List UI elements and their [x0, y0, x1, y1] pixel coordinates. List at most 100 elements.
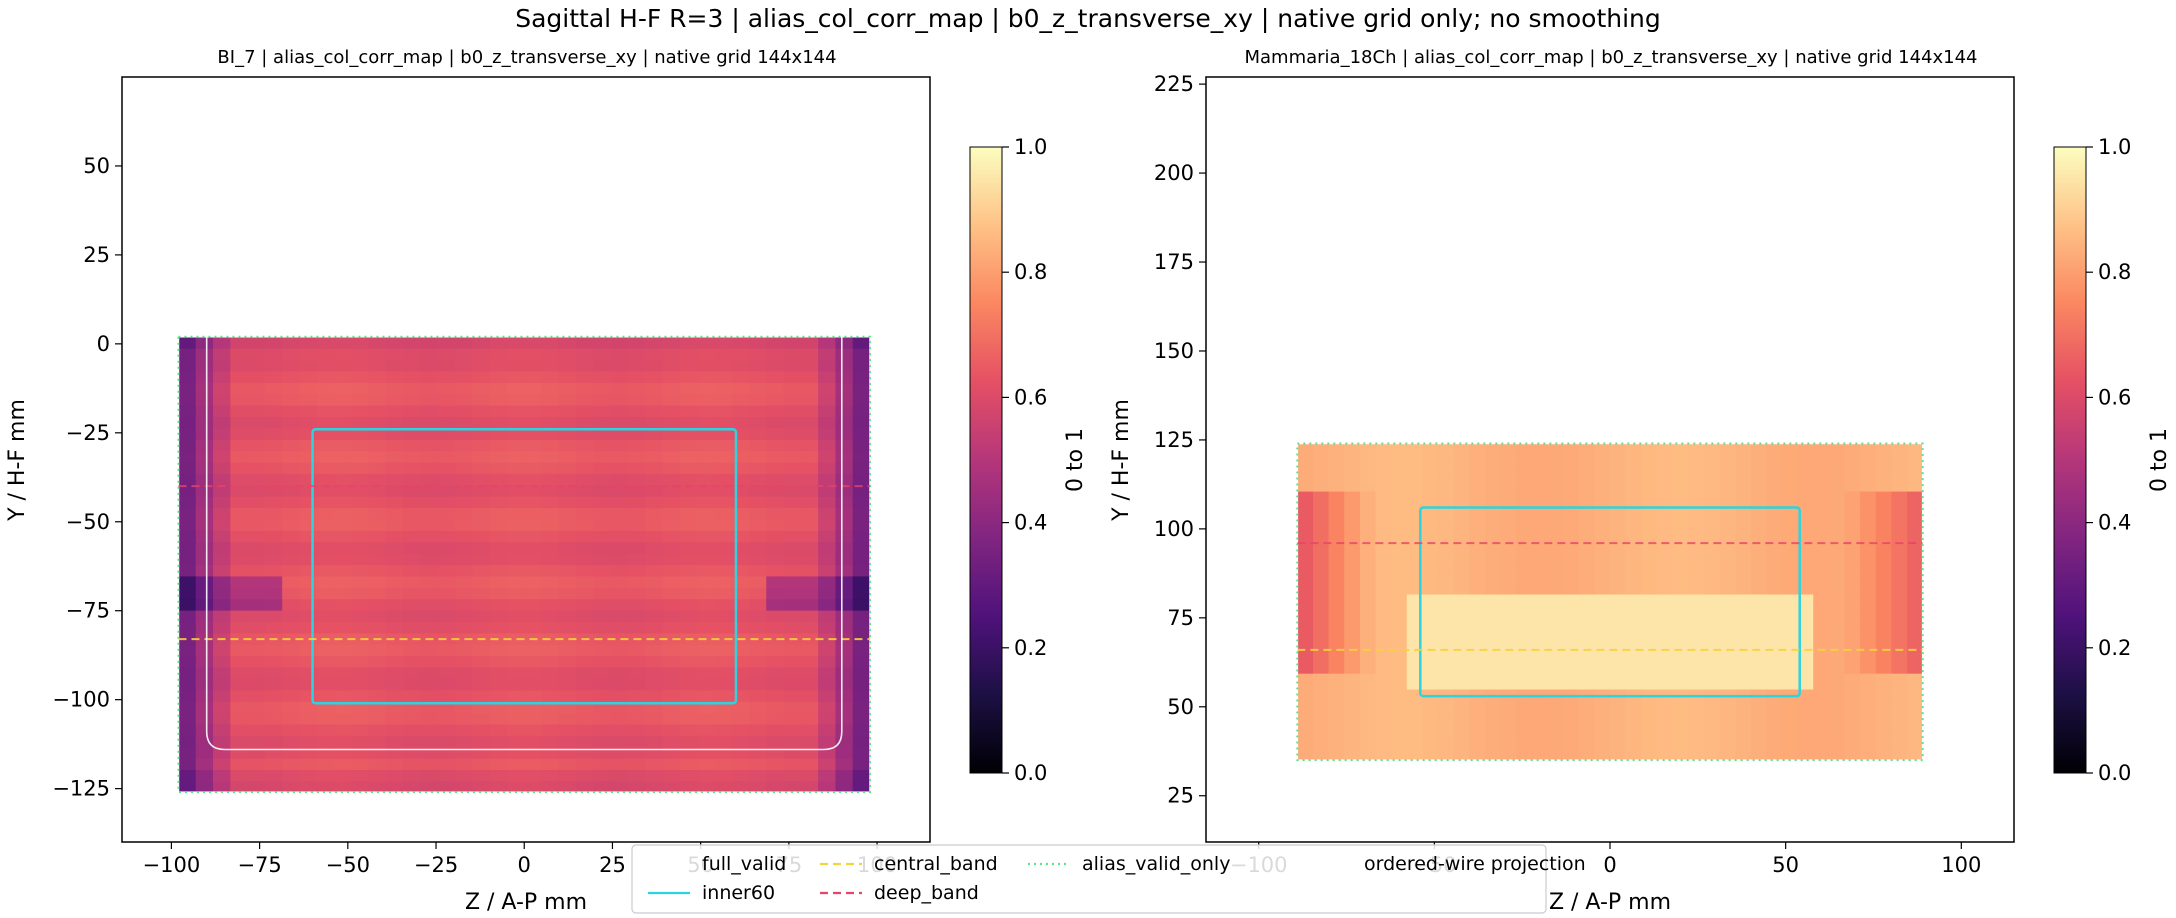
heatmap-cell [697, 496, 716, 509]
heatmap-cell [334, 473, 352, 486]
heatmap-cell [783, 427, 802, 440]
heatmap-cell [852, 598, 871, 611]
heatmap-cell [1375, 467, 1392, 476]
heatmap-cell [1860, 522, 1877, 532]
heatmap-cell [1469, 673, 1486, 682]
heatmap-cell [1641, 483, 1658, 492]
heatmap-cell [472, 484, 491, 497]
heatmap-cell [1672, 578, 1689, 587]
heatmap-cell [679, 666, 698, 679]
heatmap-cell [1766, 649, 1783, 658]
heatmap-cell [852, 370, 871, 383]
heatmap-cell [1406, 712, 1423, 722]
heatmap-cell [852, 348, 871, 361]
heatmap-cell [403, 461, 422, 474]
heatmap-cell [835, 382, 854, 395]
heatmap-cell [316, 518, 335, 531]
heatmap-cell [385, 689, 404, 702]
heatmap-cell [835, 758, 854, 771]
heatmap-cell [1625, 514, 1642, 524]
heatmap-cell [1672, 657, 1689, 666]
heatmap-cell [1891, 752, 1908, 761]
heatmap-cell [351, 553, 370, 566]
heatmap-cell [1422, 554, 1439, 563]
heatmap-cell [558, 723, 577, 736]
heatmap-cell [662, 553, 681, 566]
heatmap-cell [1735, 530, 1752, 540]
heatmap-cell [1531, 649, 1549, 658]
heatmap-cell [1688, 483, 1705, 492]
heatmap-cell [1484, 467, 1502, 476]
heatmap-cell [541, 553, 560, 566]
heatmap-cell [247, 530, 266, 543]
heatmap-cell [1438, 443, 1455, 453]
heatmap-cell [437, 632, 456, 645]
heatmap-cell [610, 610, 629, 622]
heatmap-cell [541, 689, 560, 702]
heatmap-cell [766, 564, 785, 577]
heatmap-cell [455, 632, 473, 645]
heatmap-cell [195, 769, 214, 782]
heatmap-cell [1875, 546, 1892, 555]
heatmap-cell [195, 450, 214, 463]
heatmap-cell [524, 370, 543, 383]
heatmap-cell [1531, 475, 1549, 484]
heatmap-cell [558, 348, 577, 361]
left-plot-frame [121, 76, 931, 843]
heatmap-cell [1813, 506, 1830, 516]
heatmap-cell [1688, 490, 1705, 500]
heatmap-cell [714, 496, 733, 509]
heatmap-cell [195, 541, 214, 554]
heatmap-cell [230, 689, 249, 702]
heatmap-cell [247, 780, 266, 793]
heatmap-cell [1453, 570, 1470, 579]
heatmap-cell [1891, 593, 1908, 603]
heatmap-cell [1344, 712, 1361, 722]
heatmap-cell [316, 370, 335, 383]
heatmap-cell [230, 553, 249, 566]
heatmap-cell [1656, 593, 1674, 603]
heatmap-cell [368, 530, 387, 543]
heatmap-cell [455, 723, 473, 736]
heatmap-cell [299, 723, 318, 736]
heatmap-cell [1875, 680, 1892, 690]
heatmap-cell [1344, 467, 1361, 476]
heatmap-cell [627, 655, 646, 668]
heatmap-cell [385, 598, 404, 611]
heatmap-cell [1594, 498, 1611, 508]
heatmap-cell [1813, 593, 1830, 603]
heatmap-cell [1484, 673, 1502, 682]
heatmap-cell [1750, 467, 1767, 476]
heatmap-cell [403, 518, 422, 531]
heatmap-cell [1703, 570, 1721, 579]
heatmap-cell [351, 507, 370, 520]
heatmap-cell [1500, 546, 1517, 555]
heatmap-cell [558, 370, 577, 383]
heatmap-cell [748, 370, 767, 383]
heatmap-cell [541, 416, 560, 429]
heatmap-cell [1484, 585, 1502, 595]
left-colorbar: 0.00.20.40.60.81.0 0 to 1 [969, 135, 1088, 785]
heatmap-cell [1438, 522, 1455, 532]
heatmap-cell [1860, 490, 1877, 500]
heatmap-cell [178, 780, 197, 793]
heatmap-cell [1735, 657, 1752, 666]
heatmap-cell [195, 439, 214, 452]
heatmap-cell [1828, 443, 1846, 453]
heatmap-cell [1547, 483, 1564, 492]
heatmap-cell [1531, 490, 1549, 500]
heatmap-cell [748, 689, 767, 702]
heatmap-cell [697, 644, 716, 657]
heatmap-cell [835, 678, 854, 691]
heatmap-cell [334, 621, 352, 634]
heatmap-cell [1406, 593, 1423, 603]
heatmap-cell [835, 655, 854, 668]
heatmap-cell [731, 598, 750, 611]
heatmap-cell [1516, 696, 1533, 706]
heatmap-cell [1391, 696, 1408, 706]
heatmap-cell [645, 382, 664, 395]
heatmap-cell [1594, 728, 1611, 738]
heatmap-cell [1328, 673, 1345, 682]
heatmap-cell [731, 427, 750, 440]
heatmap-cell [264, 496, 283, 509]
